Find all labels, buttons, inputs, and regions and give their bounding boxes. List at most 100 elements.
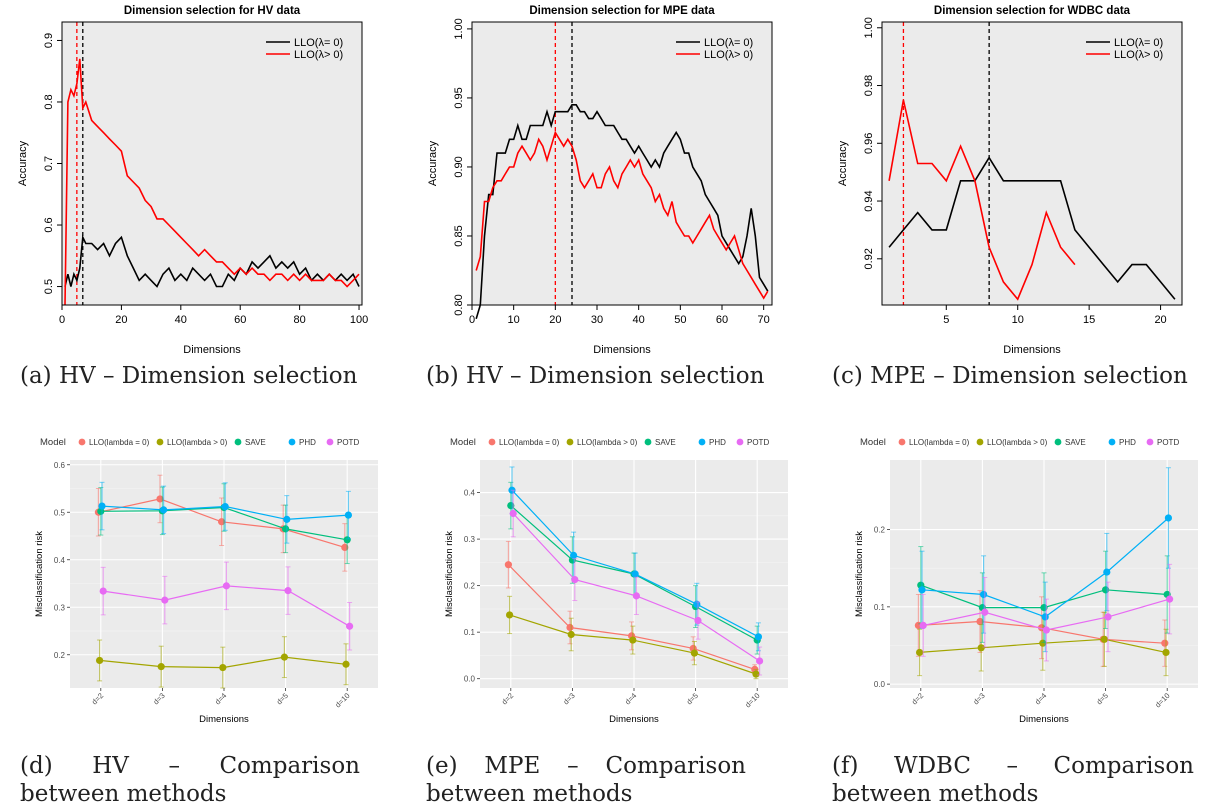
x-tick-label: 20 xyxy=(549,314,561,326)
legend-label: LLO(lambda = 0) xyxy=(89,438,150,447)
caption-a: (a) HV – Dimension selection xyxy=(20,363,358,389)
x-tick-label: 60 xyxy=(716,314,728,326)
x-axis-label: Dimensions xyxy=(183,344,241,356)
legend-swatch xyxy=(156,438,164,446)
x-tick-label: 0 xyxy=(469,314,475,326)
legend-label: LLO(lambda = 0) xyxy=(499,438,560,447)
data-point xyxy=(752,670,760,678)
x-tick-label: d=2 xyxy=(910,691,925,706)
y-axis-label: Accuracy xyxy=(17,140,29,186)
plot-border xyxy=(471,21,773,306)
data-point xyxy=(98,502,106,510)
y-tick-label: 0.4 xyxy=(54,556,66,565)
x-tick-label: d=5 xyxy=(275,691,290,706)
legend-swatch xyxy=(1054,438,1062,446)
chart-f: Model LLO(lambda = 0) LLO(lambda > 0) SAVE P… xyxy=(854,437,1198,725)
data-point xyxy=(754,633,762,641)
y-axis-label: Accuracy xyxy=(427,140,439,186)
x-tick-label: 10 xyxy=(508,314,520,326)
legend-label: LLO(λ= 0) xyxy=(704,37,753,49)
legend-swatch xyxy=(1108,438,1116,446)
data-point xyxy=(221,502,229,511)
x-tick-label: d=10 xyxy=(1153,691,1171,709)
legend-title: Model xyxy=(860,437,886,448)
y-tick-label: 0.3 xyxy=(54,603,66,612)
legend-label: POTD xyxy=(747,438,769,447)
y-tick-label: 0.9 xyxy=(43,33,55,48)
legend-title: Model xyxy=(450,437,476,448)
chart-a: Dimension selection for HV data 0 20 40 60 80… xyxy=(17,5,368,356)
y-tick-label: 0.0 xyxy=(464,675,476,684)
caption-f: (f) WDBC – Comparison between methods xyxy=(832,753,1194,807)
data-point xyxy=(282,525,290,533)
y-axis-label: Accuracy xyxy=(837,140,849,186)
data-point xyxy=(222,582,230,590)
x-tick-label: 20 xyxy=(115,314,127,326)
y-tick-label: 0.5 xyxy=(43,279,55,294)
panel-d: Model LLO(lambda = 0) LLO(lambda > 0) SAVE P… xyxy=(0,428,390,758)
legend-label: PHD xyxy=(1119,438,1136,447)
data-point xyxy=(157,663,165,671)
y-tick-label: 0.2 xyxy=(874,526,886,535)
data-point xyxy=(1164,514,1172,522)
data-point xyxy=(344,511,352,519)
data-point xyxy=(570,551,578,559)
legend-label: LLO(lambda = 0) xyxy=(909,438,970,447)
legend-label: PHD xyxy=(299,438,316,447)
x-tick-label: 30 xyxy=(591,314,603,326)
data-point xyxy=(567,630,575,639)
x-axis-label: Dimensions xyxy=(609,714,659,725)
x-tick-label: 5 xyxy=(943,314,949,326)
data-point xyxy=(346,622,354,630)
y-tick-label: 1.00 xyxy=(863,17,875,38)
legend-label: PHD xyxy=(709,438,726,447)
data-point xyxy=(1104,613,1112,621)
data-point xyxy=(506,611,514,619)
x-tick-label: d=2 xyxy=(500,691,515,706)
x-tick-label: d=5 xyxy=(685,691,700,706)
y-tick-label: 0.8 xyxy=(43,94,55,109)
y-tick-label: 0.95 xyxy=(453,87,465,108)
legend-label: SAVE xyxy=(1065,438,1086,447)
y-tick-label: 0.85 xyxy=(453,225,465,246)
legend-swatch xyxy=(288,438,296,446)
legend-swatch xyxy=(566,438,574,446)
legend-swatch xyxy=(736,438,744,446)
data-point xyxy=(343,536,351,544)
chart-d: Model LLO(lambda = 0) LLO(lambda > 0) SAVE P… xyxy=(34,437,378,725)
data-point xyxy=(99,587,107,595)
data-point xyxy=(161,596,169,604)
data-point xyxy=(280,653,288,661)
x-tick-label: 40 xyxy=(175,314,187,326)
legend-label: LLO(λ> 0) xyxy=(294,49,343,61)
x-axis-label: Dimensions xyxy=(1003,344,1061,356)
series-line-llo-lambda-0 xyxy=(475,104,769,320)
data-point xyxy=(160,506,168,514)
data-point xyxy=(629,636,637,644)
legend-swatch xyxy=(976,438,984,446)
data-point xyxy=(631,570,639,578)
y-axis-label: Misclassification risk xyxy=(444,531,455,617)
legend-swatch xyxy=(78,438,86,446)
x-tick-label: d=3 xyxy=(151,691,166,706)
y-axis-label: Misclassification risk xyxy=(854,531,865,617)
x-tick-label: d=10 xyxy=(743,691,761,709)
panel-f: Model LLO(lambda = 0) LLO(lambda > 0) SAVE P… xyxy=(820,428,1210,758)
legend-label: LLO(λ> 0) xyxy=(1114,49,1163,61)
chart-title: Dimension selection for MPE data xyxy=(529,5,715,17)
y-axis-label: Misclassification risk xyxy=(34,531,45,617)
y-tick-label: 1.00 xyxy=(453,18,465,39)
data-point xyxy=(977,644,985,652)
caption-c: (c) MPE – Dimension selection xyxy=(832,363,1188,389)
data-point xyxy=(919,621,927,629)
series-line-llo-lambda-pos xyxy=(475,130,769,300)
panel-b: Dimension selection for MPE data 0 10 20 30 4… xyxy=(410,0,800,356)
x-tick-label: d=2 xyxy=(90,691,105,706)
series-line-llo-lambda-pos xyxy=(64,58,360,306)
y-tick-label: 0.5 xyxy=(54,508,66,517)
legend-swatch xyxy=(1146,438,1154,446)
legend-label: POTD xyxy=(1157,438,1179,447)
chart-b: Dimension selection for MPE data 0 10 20 30 4… xyxy=(427,5,773,356)
data-point xyxy=(283,515,291,523)
series-line-llo-lambda-pos xyxy=(888,99,1076,301)
